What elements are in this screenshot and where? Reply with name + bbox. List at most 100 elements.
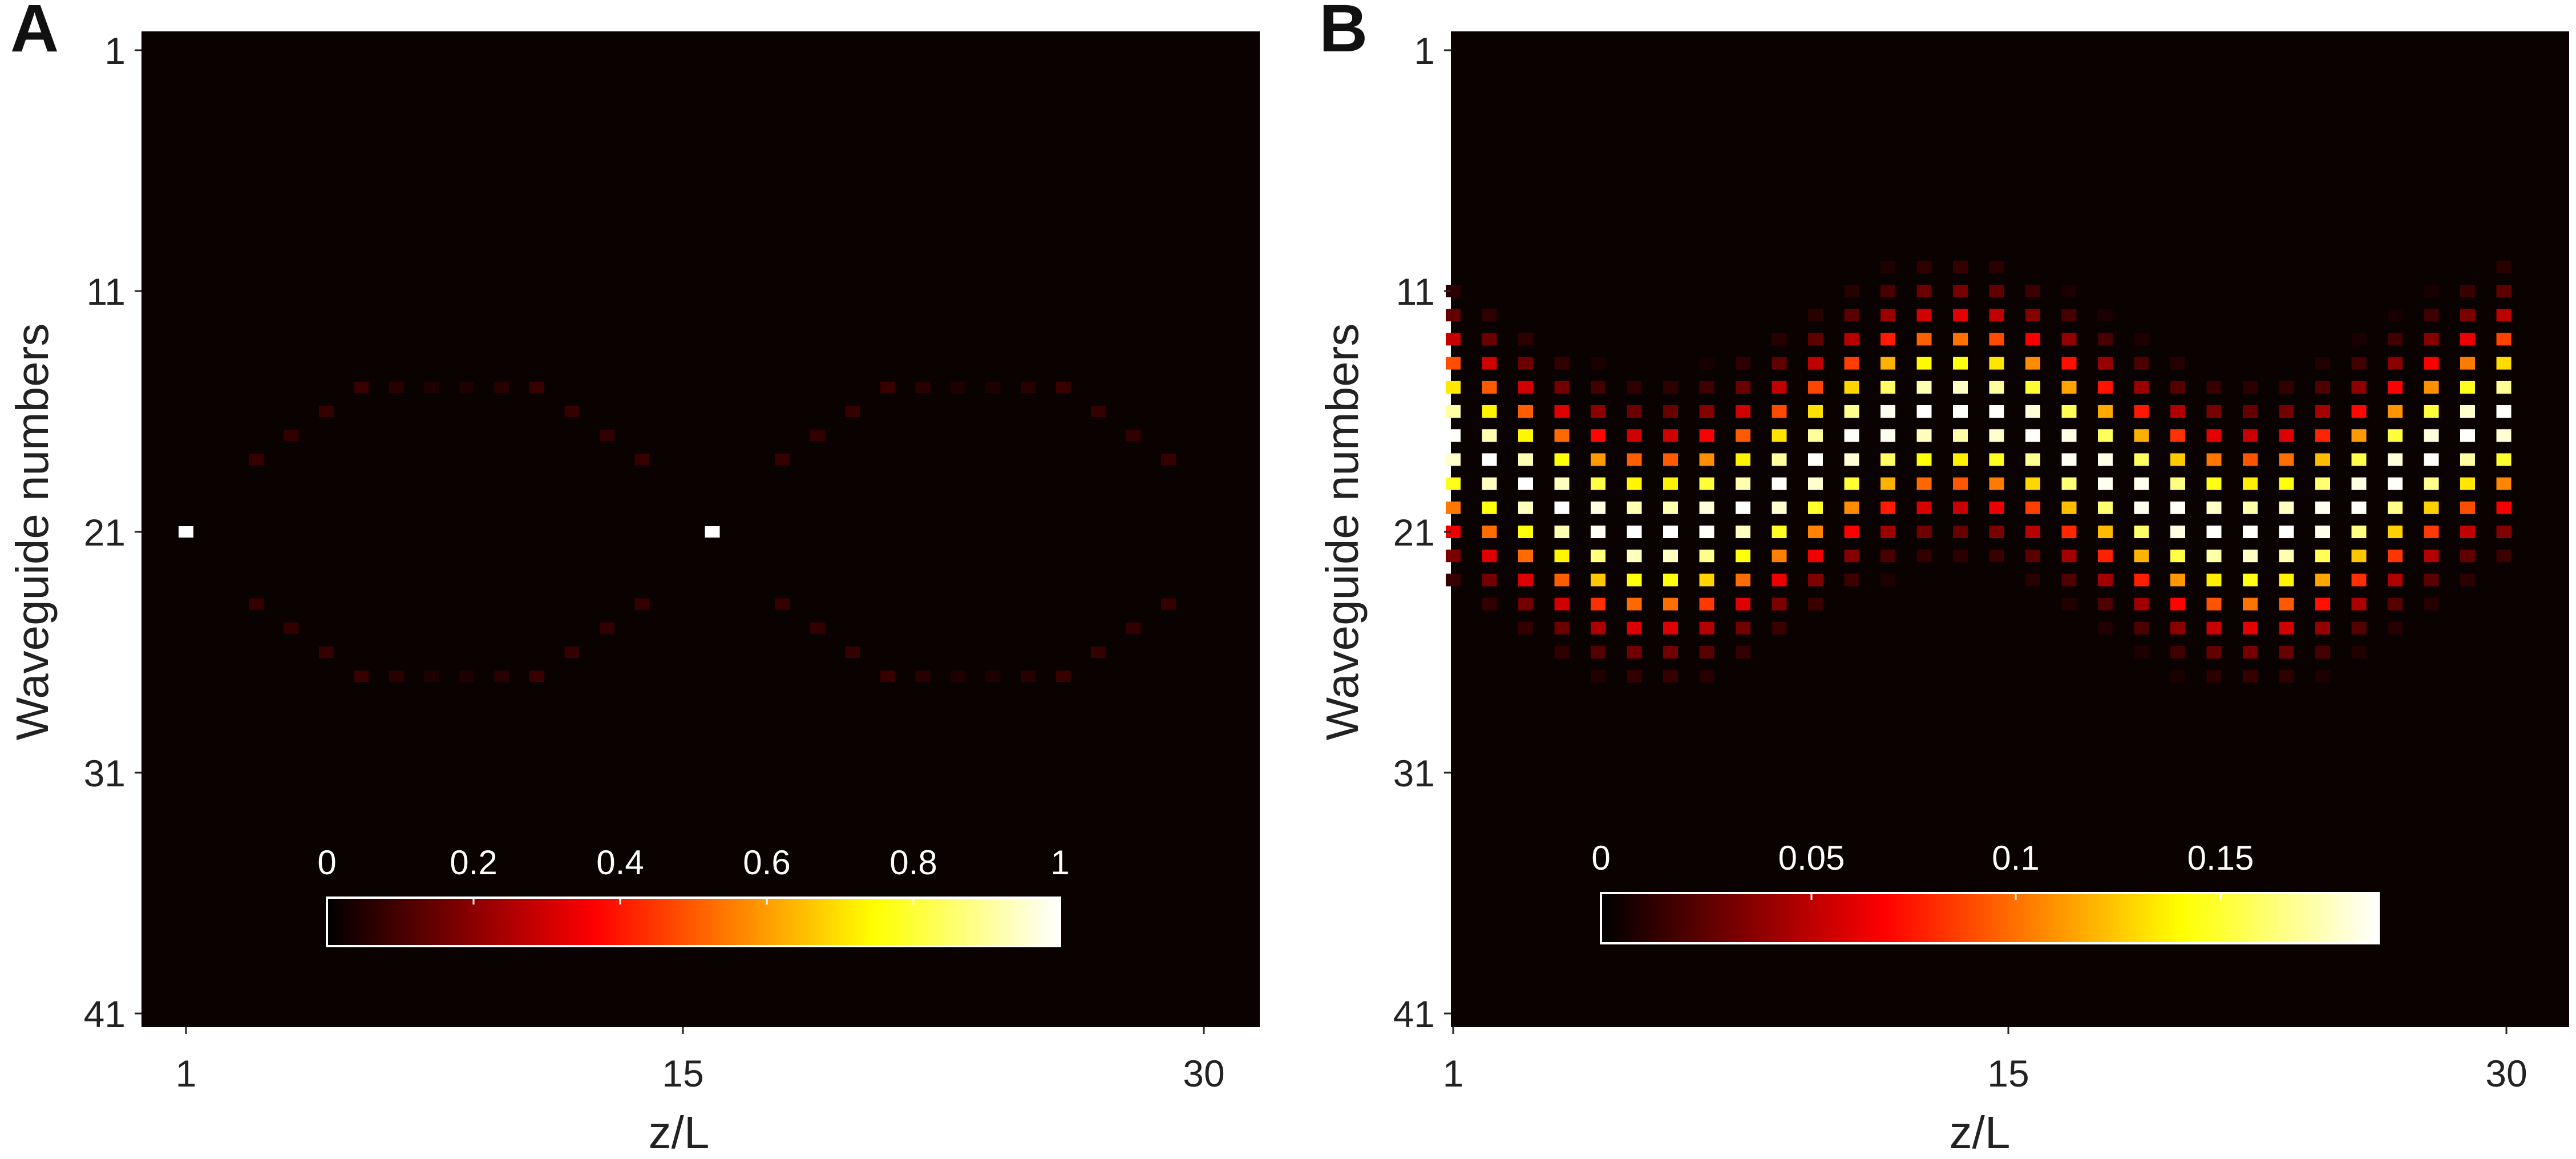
heatmap-cell — [2243, 477, 2258, 490]
heatmap-cell — [2025, 285, 2040, 297]
heatmap-cell — [2460, 381, 2475, 394]
heatmap-cell — [2279, 550, 2294, 563]
heatmap-cell — [2098, 381, 2113, 394]
heatmap-cell — [1446, 357, 1461, 370]
heatmap-cell — [1736, 597, 1750, 611]
heatmap-cell — [1916, 477, 1932, 490]
heatmap-cell — [1953, 453, 1968, 466]
heatmap-cell — [2315, 501, 2330, 514]
heatmap-cell — [2315, 453, 2330, 466]
heatmap-cell — [2134, 405, 2149, 418]
heatmap-cell — [2279, 501, 2294, 514]
heatmap-cell — [1446, 405, 1461, 418]
heatmap-cell — [915, 671, 931, 683]
heatmap-cell — [2098, 621, 2113, 635]
heatmap-cell — [2061, 333, 2077, 346]
heatmap-cell — [2496, 381, 2512, 394]
heatmap-cell — [2098, 501, 2113, 514]
heatmap-cell — [1446, 381, 1461, 394]
panel-a-colorbar — [326, 896, 1061, 947]
heatmap-cell — [1663, 381, 1678, 394]
heatmap-cell — [1844, 381, 1859, 394]
heatmap-cell — [2134, 477, 2149, 490]
heatmap-cell — [1736, 550, 1750, 563]
heatmap-cell — [1591, 646, 1606, 659]
heatmap-cell — [1881, 526, 1895, 538]
panel-a-xlabel: z/L — [649, 1107, 710, 1158]
heatmap-cell — [1627, 501, 1642, 514]
heatmap-cell — [2243, 405, 2258, 418]
heatmap-cell — [1772, 333, 1787, 346]
panel-a-ytick-11: 11 — [86, 270, 126, 313]
heatmap-cell — [2170, 357, 2185, 370]
heatmap-cell — [2388, 453, 2403, 466]
heatmap-cell — [2170, 670, 2185, 683]
heatmap-cell — [1663, 670, 1678, 683]
heatmap-cell — [1916, 333, 1932, 346]
heatmap-cell — [1916, 429, 1932, 442]
heatmap-cell — [1699, 670, 1714, 683]
heatmap-cell — [2388, 550, 2403, 563]
heatmap-cell — [2170, 597, 2185, 611]
heatmap-cell — [249, 454, 264, 466]
heatmap-cell — [1446, 574, 1461, 587]
heatmap-cell — [1953, 260, 1968, 273]
panel-b-ytick-31: 31 — [1393, 752, 1435, 794]
heatmap-cell — [1772, 526, 1787, 538]
heatmap-cell — [600, 622, 614, 634]
heatmap-cell — [2098, 405, 2113, 418]
heatmap-cell — [1989, 405, 2004, 418]
heatmap-cell — [1772, 429, 1787, 442]
heatmap-cell — [1663, 405, 1678, 418]
panel-a-letter: A — [10, 0, 59, 66]
heatmap-cell — [1482, 357, 1497, 370]
panel-a-plot-area — [141, 31, 1260, 1027]
heatmap-cell — [600, 430, 614, 442]
heatmap-cell — [2460, 453, 2475, 466]
heatmap-cell — [1663, 429, 1678, 442]
heatmap-cell — [1591, 597, 1606, 611]
heatmap-cell — [1844, 333, 1859, 346]
heatmap-cell — [1989, 381, 2004, 394]
heatmap-cell — [1554, 381, 1570, 394]
heatmap-cell — [284, 622, 299, 634]
heatmap-cell — [2460, 285, 2475, 297]
heatmap-cell — [1627, 550, 1642, 563]
heatmap-cell — [1663, 477, 1678, 490]
heatmap-cell — [2025, 381, 2040, 394]
heatmap-cell — [2496, 357, 2512, 370]
heatmap-cell — [1881, 309, 1895, 322]
heatmap-cell — [2315, 670, 2330, 683]
heatmap-cell — [705, 526, 720, 538]
heatmap-cell — [2134, 597, 2149, 611]
heatmap-cell — [2243, 597, 2258, 611]
heatmap-cell — [1554, 477, 1570, 490]
heatmap-cell — [1953, 477, 1968, 490]
heatmap-cell — [319, 647, 334, 658]
heatmap-cell — [1989, 550, 2004, 563]
panel-b-xtick-15: 15 — [1987, 1052, 2029, 1095]
heatmap-cell — [2315, 405, 2330, 418]
heatmap-cell — [1591, 453, 1606, 466]
heatmap-cell — [2460, 526, 2475, 538]
heatmap-cell — [1591, 477, 1606, 490]
heatmap-cell — [1916, 526, 1932, 538]
heatmap-cell — [2388, 309, 2403, 322]
heatmap-cell — [1989, 526, 2004, 538]
heatmap-cell — [1844, 501, 1859, 514]
heatmap-cell — [2388, 429, 2403, 442]
heatmap-cell — [2496, 477, 2512, 490]
heatmap-cell — [1482, 381, 1497, 394]
heatmap-cell — [1518, 501, 1533, 514]
heatmap-cell — [2315, 429, 2330, 442]
heatmap-cell — [2279, 381, 2294, 394]
heatmap-cell — [1699, 501, 1714, 514]
panel-a-xtick-1: 1 — [176, 1052, 197, 1095]
heatmap-cell — [1518, 597, 1533, 611]
heatmap-cell — [2388, 526, 2403, 538]
heatmap-cell — [1881, 501, 1895, 514]
heatmap-cell — [529, 671, 544, 683]
heatmap-cell — [1663, 621, 1678, 635]
heatmap-cell — [1989, 333, 2004, 346]
